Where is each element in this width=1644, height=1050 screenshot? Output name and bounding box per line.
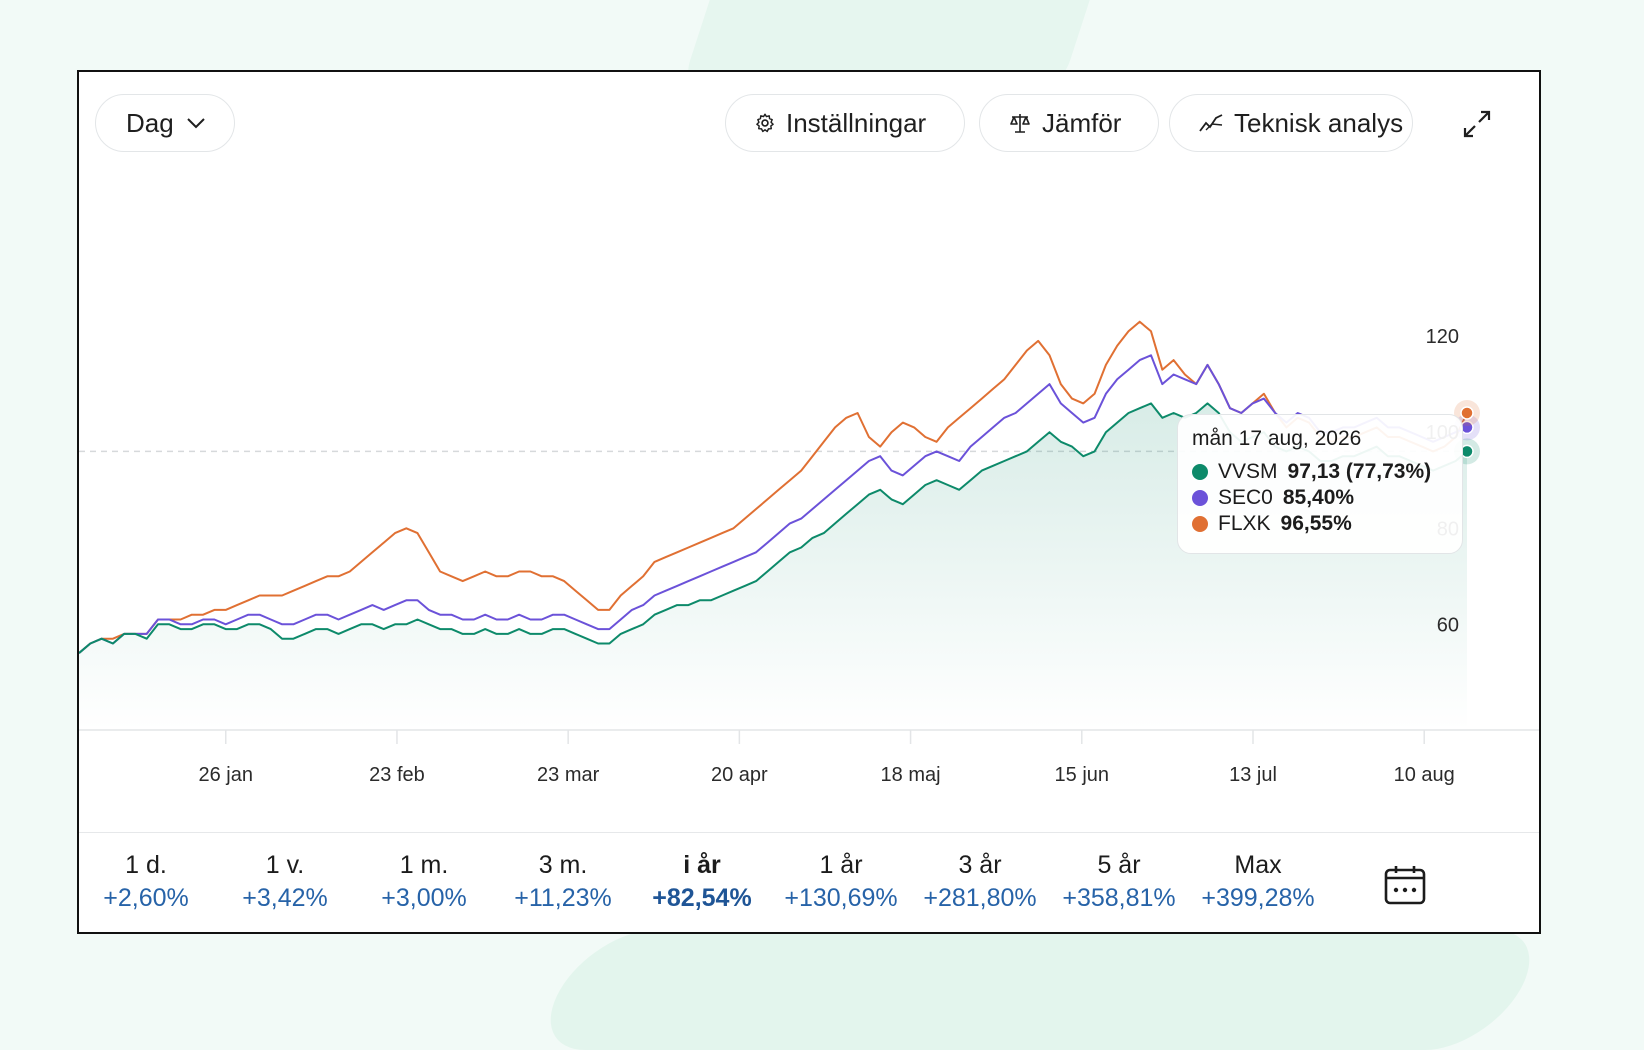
period-label: 3 m. — [538, 851, 588, 879]
x-tick-label: 23 feb — [369, 764, 425, 786]
period-max[interactable]: Max +399,28% — [1193, 851, 1323, 913]
tooltip-series-value: 85,40% — [1282, 486, 1355, 509]
tooltip-series-name: VVSM — [1218, 460, 1278, 483]
period-1v[interactable]: 1 v. +3,42% — [220, 851, 350, 913]
period-label: 1 m. — [399, 851, 449, 879]
chart-tooltip: mån 17 aug, 2026 VVSM 97,13 (77,73%) SEC… — [1177, 414, 1463, 554]
settings-label: Inställningar — [786, 107, 927, 138]
x-tick-label: 26 jan — [198, 764, 253, 786]
period-return: +130,69% — [784, 884, 898, 912]
period-return: +3,00% — [381, 884, 467, 912]
period-label: 5 år — [1097, 851, 1141, 879]
tooltip-series-name: FLXK — [1218, 512, 1271, 535]
period-select-label: Dag — [126, 107, 174, 138]
period-label: 1 d. — [125, 851, 167, 879]
tooltip-series-value: 97,13 (77,73%) — [1287, 460, 1432, 483]
tooltip-row-sec0: SEC0 85,40% — [1192, 485, 1462, 511]
period-ytd[interactable]: i år +82,54% — [637, 851, 767, 913]
tooltip-date: mån 17 aug, 2026 — [1192, 427, 1362, 450]
period-select[interactable]: Dag — [95, 94, 235, 152]
tooltip-row-vvsm: VVSM 97,13 (77,73%) — [1192, 459, 1462, 485]
period-return: +2,60% — [103, 884, 189, 912]
series-dot-icon — [1192, 464, 1208, 480]
compare-label: Jämför — [1042, 107, 1122, 138]
period-return: +3,42% — [242, 884, 328, 912]
period-1m[interactable]: 1 m. +3,00% — [359, 851, 489, 913]
period-return: +281,80% — [923, 884, 1037, 912]
x-tick-label: 13 jul — [1229, 764, 1277, 786]
period-3y[interactable]: 3 år +281,80% — [915, 851, 1045, 913]
tooltip-series-name: SEC0 — [1218, 486, 1273, 509]
y-tick-label: 120 — [1426, 326, 1459, 348]
period-return: +399,28% — [1201, 884, 1315, 912]
technical-analysis-button[interactable]: Teknisk analys — [1169, 94, 1413, 152]
series-dot-icon — [1192, 490, 1208, 506]
period-5y[interactable]: 5 år +358,81% — [1054, 851, 1184, 913]
end-marker-flxk — [1460, 406, 1474, 420]
period-label: 3 år — [958, 851, 1002, 879]
period-return: +82,54% — [652, 884, 752, 912]
x-tick-label: 15 jun — [1055, 764, 1110, 786]
chevron-down-icon — [186, 118, 205, 129]
period-1y[interactable]: 1 år +130,69% — [776, 851, 906, 913]
series-line-sec0 — [79, 354, 1468, 654]
period-return: +11,23% — [514, 884, 612, 912]
background-shape — [525, 930, 1555, 1050]
period-3m[interactable]: 3 m. +11,23% — [498, 851, 628, 913]
period-label: 1 år — [819, 851, 863, 879]
technical-analysis-label: Teknisk analys — [1234, 107, 1404, 138]
y-tick-label: 60 — [1437, 614, 1459, 636]
x-tick-label: 23 mar — [537, 764, 600, 786]
settings-button[interactable]: Inställningar — [725, 94, 965, 152]
period-return: +358,81% — [1062, 884, 1176, 912]
x-tick-label: 20 apr — [711, 764, 768, 786]
series-dot-icon — [1192, 516, 1208, 532]
period-label: 1 v. — [265, 851, 305, 879]
scale-icon — [1010, 114, 1030, 133]
x-tick-label: 18 maj — [881, 764, 941, 786]
tooltip-row-flxk: FLXK 96,55% — [1192, 511, 1462, 537]
period-label: i år — [683, 851, 721, 879]
compare-button[interactable]: Jämför — [979, 94, 1159, 152]
calendar-icon[interactable] — [1383, 863, 1427, 907]
expand-icon[interactable] — [1459, 106, 1495, 142]
period-returns-bar: 1 d. +2,60% 1 v. +3,42% 1 m. +3,00% 3 m.… — [79, 832, 1539, 932]
period-1d[interactable]: 1 d. +2,60% — [81, 851, 211, 913]
x-tick-label: 10 aug — [1394, 764, 1455, 786]
tooltip-series-value: 96,55% — [1280, 512, 1352, 535]
period-label: Max — [1234, 851, 1282, 879]
line-chart-icon — [1199, 114, 1223, 132]
gear-icon — [756, 113, 774, 133]
